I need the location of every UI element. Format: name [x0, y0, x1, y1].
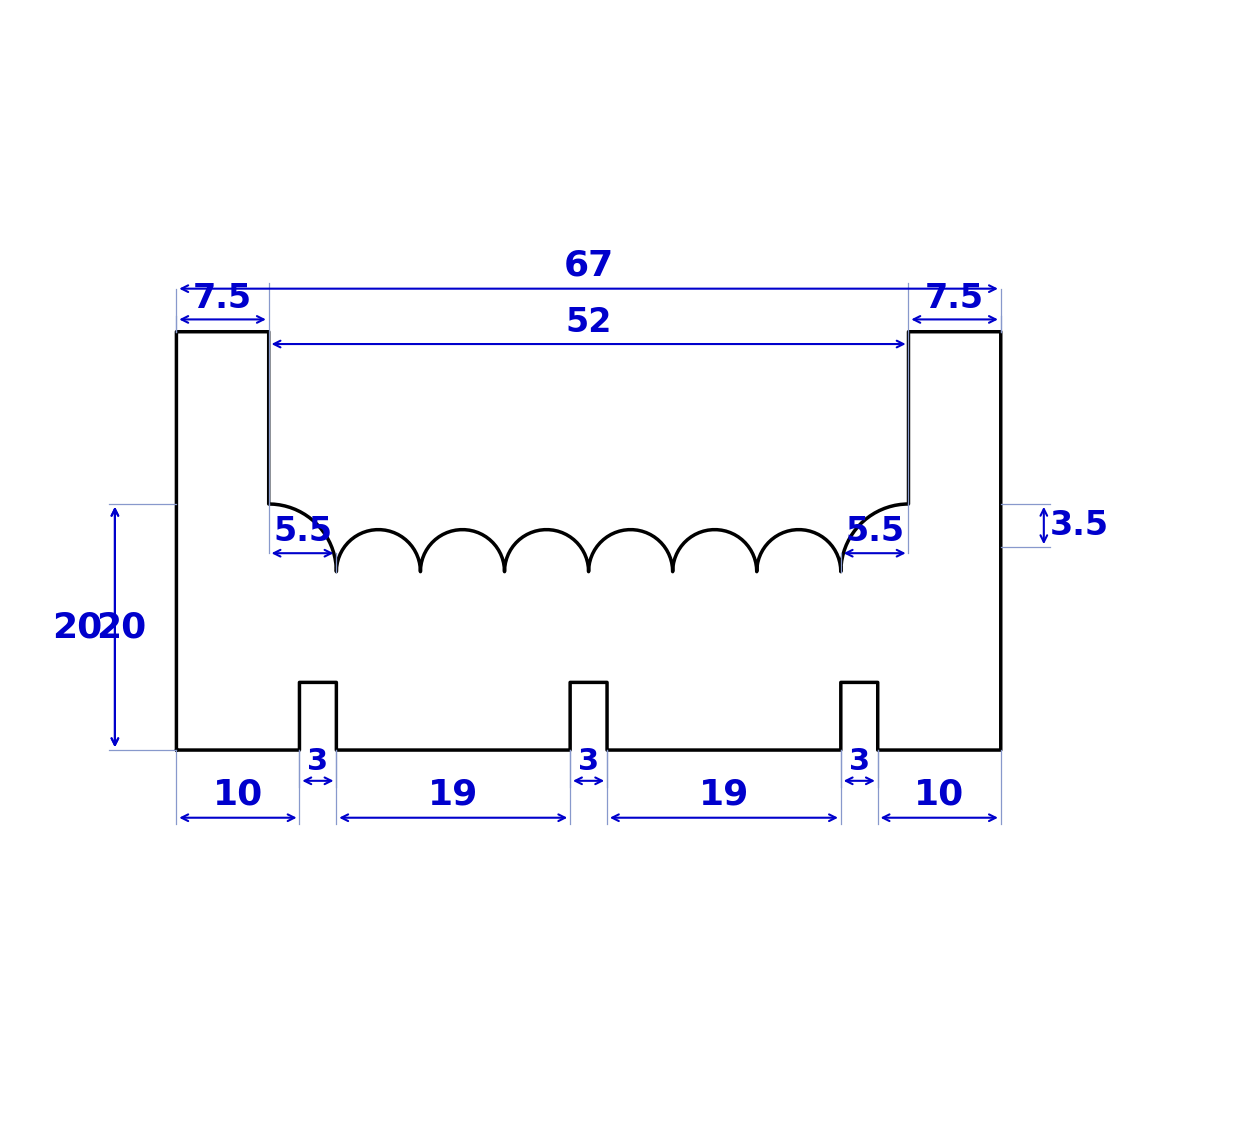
- Text: 10: 10: [914, 778, 965, 812]
- Text: 10: 10: [213, 778, 263, 812]
- Text: 5.5: 5.5: [846, 516, 904, 549]
- Text: 3: 3: [308, 746, 329, 776]
- Text: 19: 19: [699, 778, 749, 812]
- Text: 3.5: 3.5: [1050, 509, 1110, 542]
- Text: 3: 3: [848, 746, 869, 776]
- Text: 7.5: 7.5: [193, 282, 253, 314]
- Text: 20: 20: [53, 610, 103, 644]
- Text: 19: 19: [428, 778, 478, 812]
- Text: 67: 67: [563, 249, 614, 283]
- Text: 7.5: 7.5: [924, 282, 985, 314]
- Text: 20: 20: [96, 610, 146, 644]
- Text: 3: 3: [578, 746, 599, 776]
- Text: 52: 52: [565, 307, 612, 339]
- Text: 5.5: 5.5: [273, 516, 332, 549]
